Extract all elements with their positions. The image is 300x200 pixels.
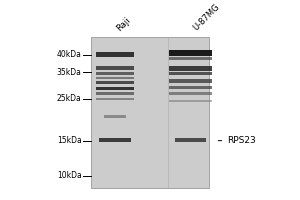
Bar [96,92,134,95]
Bar [169,50,212,56]
Bar [96,87,134,90]
Bar [96,77,134,79]
Bar [169,57,212,60]
Bar [96,52,134,57]
Bar [96,98,134,100]
Bar [169,100,212,102]
Text: 40kDa: 40kDa [57,50,82,59]
Text: RPS23: RPS23 [218,136,256,145]
Text: 25kDa: 25kDa [57,94,82,103]
Text: U-87MG: U-87MG [191,3,221,33]
Bar [96,72,134,75]
Bar [100,138,131,142]
Text: 10kDa: 10kDa [57,171,82,180]
Bar [169,86,212,89]
Bar [91,37,209,188]
Bar [96,66,134,70]
Bar [169,79,212,83]
Bar [169,92,212,95]
Bar [169,72,212,75]
Text: Raji: Raji [115,15,133,33]
Bar [169,66,212,71]
Bar [175,138,206,142]
Text: 35kDa: 35kDa [57,68,82,77]
Bar [96,81,134,84]
Bar [104,115,126,118]
Text: 15kDa: 15kDa [57,136,82,145]
